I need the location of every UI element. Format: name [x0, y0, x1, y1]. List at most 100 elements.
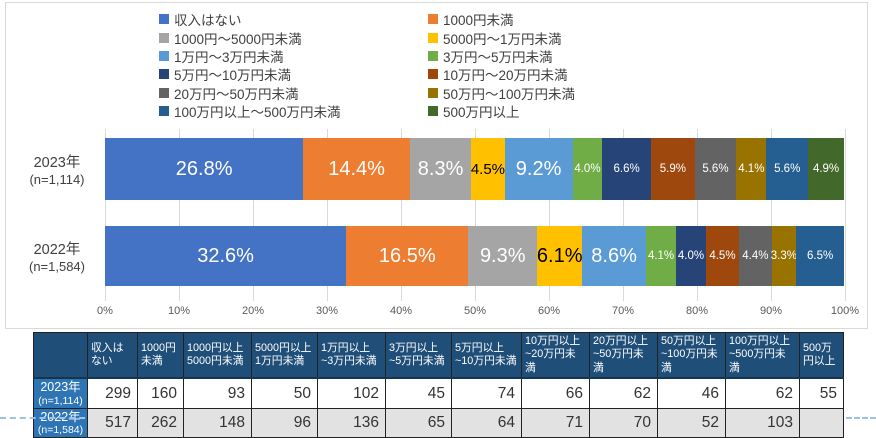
bar-segment-label: 6.1% — [536, 244, 583, 267]
bar-segment: 4.0% — [676, 226, 706, 286]
bar-segment-label: 14.4% — [328, 157, 385, 180]
category-label: 2022年 (n=1,584) — [12, 226, 102, 286]
legend-swatch — [428, 14, 438, 25]
category-year-label: 2022年 — [33, 242, 81, 258]
x-axis-tick: 80% — [685, 305, 709, 317]
table-column-header: 100万円以上~500万円未満 — [725, 332, 800, 380]
table-row-year: 2022年 — [40, 409, 81, 424]
bar-segment-label: 4.4% — [742, 250, 769, 262]
bar-segment: 5.6% — [766, 138, 808, 200]
table-body: 2023年 (n=1,114) 299 160 93 50 102 45 74 66 62 46 62 5… — [33, 377, 844, 438]
legend-swatch — [428, 87, 438, 98]
x-axis: 0% 10% 20% 30% 40% 50% 60% 70% 80% 90% 100% — [97, 305, 859, 319]
legend-item: 5万円〜10万円未満 — [159, 65, 428, 83]
table-row-year: 2023年 — [40, 380, 81, 395]
table-row-n: (n=1,584) — [37, 424, 84, 437]
bar-segment: 32.6% — [105, 226, 347, 286]
x-axis-tick: 90% — [759, 305, 783, 317]
bar-segment: 6.6% — [602, 138, 652, 200]
table-column-header: 20万円以上~50万円未満 — [589, 332, 658, 380]
table-corner-cell — [33, 332, 88, 380]
bar-segment: 4.0% — [572, 138, 603, 200]
table-cell — [799, 407, 844, 438]
legend-label: 収入はない — [174, 13, 242, 29]
bar-segment: 26.8% — [105, 138, 304, 200]
legend-label: 20万円〜50万円未満 — [174, 86, 299, 102]
table-cell: 46 — [657, 377, 726, 409]
bar-segment-label: 5.9% — [659, 163, 686, 175]
x-axis-tick: 100% — [830, 305, 860, 317]
legend-label: 5000円〜1万円未満 — [443, 31, 562, 47]
gridline — [845, 129, 846, 301]
table-cell: 148 — [183, 407, 252, 438]
bar-segment: 14.4% — [303, 138, 410, 200]
table-cell: 299 — [87, 377, 138, 409]
bar-segment: 3.3% — [771, 226, 797, 286]
table-cell: 62 — [589, 377, 658, 409]
x-axis-tick: 0% — [97, 305, 113, 317]
gridline — [179, 129, 180, 301]
plot-area: 26.8% 14.4% 8.3% 4.5% 9.2% 4.0% 6.6% 5.9% 5.6% 4.… — [105, 129, 846, 301]
bar-row-2023年: 26.8% 14.4% 8.3% 4.5% 9.2% 4.0% 6.6% 5.9% 5.6% 4.… — [105, 138, 845, 200]
gridline — [105, 129, 106, 301]
x-axis-tick: 70% — [611, 305, 635, 317]
bar-segment-label: 4.0% — [574, 163, 601, 175]
legend-item: 3万円〜5万円未満 — [428, 47, 575, 65]
bar-segment: 5.6% — [694, 138, 737, 200]
table-column-header: 5万円以上~10万円未満 — [451, 332, 522, 380]
legend-swatch — [159, 14, 169, 25]
table-cell: 93 — [183, 377, 252, 409]
legend-item: 収入はない — [159, 10, 428, 28]
gridline — [475, 129, 476, 301]
table-cell: 160 — [137, 377, 184, 409]
bar-segment: 4.5% — [471, 138, 505, 200]
bar-segment-label: 4.5% — [709, 250, 736, 262]
bar-segment-label: 32.6% — [197, 244, 254, 267]
table-row-header: 2022年 (n=1,584) — [33, 407, 88, 438]
bar-segment: 4.4% — [739, 226, 772, 286]
table-cell: 96 — [251, 407, 318, 438]
legend-item: 100万円以上〜500万円未満 — [159, 102, 428, 120]
bar-row-2022年: 32.6% 16.5% 9.3% 6.1% 8.6% 4.1% 4.0% 4.5% 4.4% 3.… — [105, 226, 845, 286]
x-axis-tick: 10% — [167, 305, 191, 317]
legend-swatch — [159, 50, 169, 61]
bar-segment-label: 26.8% — [175, 157, 233, 180]
x-axis-tick: 40% — [389, 305, 413, 317]
bar-segment: 8.6% — [582, 226, 646, 286]
x-axis-tick: 60% — [537, 305, 561, 317]
table-cell: 50 — [251, 377, 318, 409]
gridline — [771, 129, 772, 301]
bar-segment-label: 9.2% — [515, 157, 562, 180]
bar-segment-label: 6.6% — [613, 163, 640, 175]
chart-legend: 収入はない 1000円未満 1000円〜5000円未満 5000円〜1万円未満 1万円〜… — [159, 10, 575, 120]
bar-segment: 6.5% — [796, 226, 845, 286]
legend-item: 10万円〜20万円未満 — [428, 65, 575, 83]
bar-segment-label: 16.5% — [378, 244, 436, 267]
bar-segment: 8.3% — [409, 138, 472, 200]
legend-swatch — [428, 69, 438, 80]
legend-swatch — [428, 50, 438, 61]
bar-segment-label: 6.5% — [807, 250, 834, 262]
legend-swatch — [159, 32, 169, 43]
category-n-label: (n=1,114) — [29, 172, 85, 187]
gridline — [327, 129, 328, 301]
legend-label: 3万円〜5万円未満 — [443, 49, 553, 65]
table-row: 2022年 (n=1,584) 517 262 148 96 136 65 64 71 70 52 10… — [33, 407, 844, 438]
legend-item: 50万円〜100万円未満 — [428, 84, 575, 102]
table-row-header: 2023年 (n=1,114) — [33, 377, 88, 409]
bar-segment-label: 4.9% — [812, 163, 840, 175]
table-column-header: 収入はない — [87, 332, 138, 380]
table-column-header: 500万円以上 — [799, 332, 844, 380]
table-cell: 45 — [385, 377, 452, 409]
legend-swatch — [428, 32, 438, 43]
bar-segment: 16.5% — [346, 226, 469, 286]
table-row-n: (n=1,114) — [38, 394, 83, 407]
table-column-header: 10万円以上~20万円未満 — [521, 332, 590, 380]
legend-swatch — [428, 106, 438, 117]
table-column-header: 5000円以上1万円未満 — [251, 332, 318, 380]
bar-segment: 6.1% — [536, 226, 583, 286]
legend-swatch — [159, 106, 169, 117]
bar-segment-label: 9.3% — [479, 244, 526, 267]
table-head: 収入はない 1000円未満 1000円以上5000円未満 5000円以上1万円未満 1万… — [33, 332, 844, 380]
table-cell: 517 — [87, 407, 138, 438]
